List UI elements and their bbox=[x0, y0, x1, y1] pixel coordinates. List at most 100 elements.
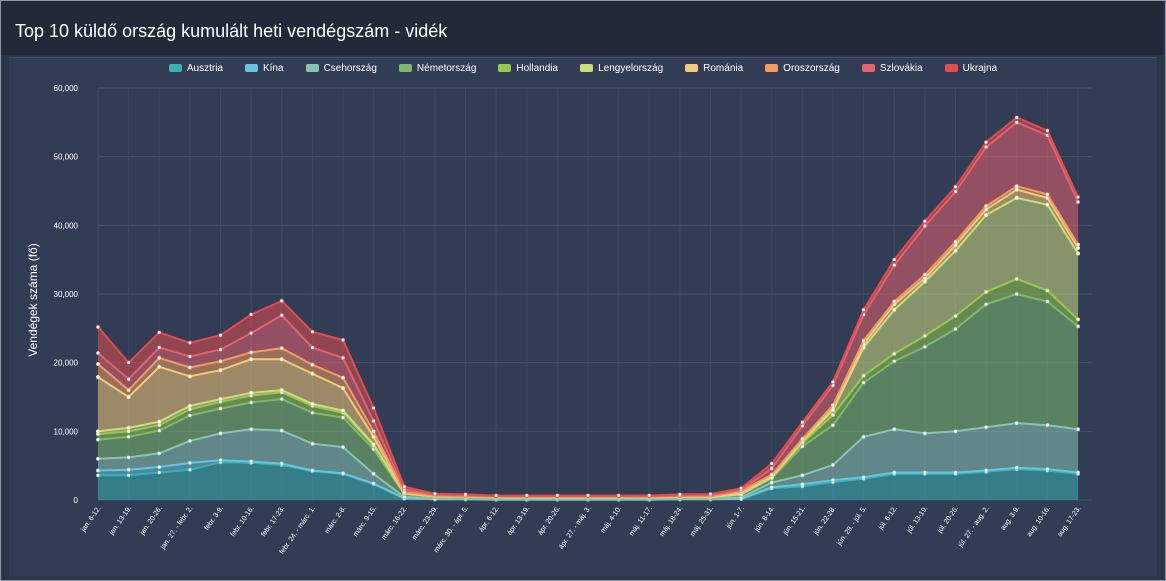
x-tick-label: máj. 25-31. bbox=[689, 505, 715, 538]
point-csehorszag bbox=[340, 445, 346, 450]
legend-swatch bbox=[168, 64, 182, 72]
point-romania bbox=[1075, 245, 1081, 251]
point-ukrajna bbox=[1014, 115, 1019, 120]
legend-item-nemetorszag[interactable]: Németország bbox=[398, 60, 476, 76]
point-szlovakia bbox=[371, 418, 376, 424]
point-csehorszag bbox=[830, 462, 836, 468]
legend-item-szlovakia[interactable]: Szlovákia bbox=[861, 60, 923, 76]
point-oroszorszag bbox=[187, 365, 192, 370]
legend-item-oroszorszag[interactable]: Oroszország bbox=[765, 60, 840, 76]
point-romania bbox=[310, 371, 315, 376]
x-tick-label: márc. 23-29. bbox=[411, 505, 439, 541]
point-csehorszag bbox=[310, 441, 315, 446]
point-ukrajna bbox=[95, 324, 101, 330]
legend-label: Csehország bbox=[323, 62, 377, 74]
point-kina bbox=[340, 471, 346, 476]
point-hollandia bbox=[126, 429, 131, 434]
point-kina bbox=[218, 458, 223, 463]
point-ukrajna bbox=[1075, 195, 1081, 200]
point-kina bbox=[371, 481, 376, 486]
x-tick-label: jún. 15-21. bbox=[782, 505, 807, 537]
point-hollandia bbox=[892, 351, 897, 356]
point-ukrajna bbox=[861, 307, 866, 312]
x-tick-label: febr. 3-9. bbox=[204, 505, 226, 532]
area-nemetorszag bbox=[98, 294, 1078, 499]
point-oroszorszag bbox=[157, 355, 162, 360]
point-csehorszag bbox=[157, 451, 162, 456]
point-szlovakia bbox=[922, 223, 927, 229]
legend-item-hollandia[interactable]: Hollandia bbox=[498, 60, 558, 76]
point-csehorszag bbox=[126, 455, 131, 460]
legend-item-kina[interactable]: Kína bbox=[244, 60, 284, 76]
area-lengyelorszag bbox=[98, 197, 1078, 498]
legend-item-romania[interactable]: Románia bbox=[685, 60, 743, 76]
point-kina bbox=[892, 470, 897, 475]
point-oroszorszag bbox=[800, 436, 805, 441]
point-ukrajna bbox=[218, 333, 223, 338]
legend-label: Oroszország bbox=[783, 62, 840, 74]
x-tick-label: jan. 6-12. bbox=[80, 505, 103, 534]
point-ukrajna bbox=[187, 340, 192, 345]
point-oroszorszag bbox=[340, 375, 346, 380]
point-kina bbox=[830, 477, 836, 483]
point-kina bbox=[769, 485, 774, 490]
point-hollandia bbox=[922, 333, 927, 338]
legend-item-ukrajna[interactable]: Ukrajna bbox=[944, 60, 997, 76]
point-oroszorszag bbox=[769, 472, 774, 477]
point-nemetorszag bbox=[830, 423, 836, 428]
point-csehorszag bbox=[769, 480, 774, 485]
y-tick-label: 0 bbox=[74, 496, 79, 505]
point-ukrajna bbox=[922, 219, 927, 224]
point-ukrajna bbox=[739, 486, 744, 491]
point-romania bbox=[218, 368, 223, 373]
x-tick-label: jún. 8-14. bbox=[753, 505, 776, 534]
point-ukrajna bbox=[340, 337, 346, 343]
x-tick-label: márc. 2-8. bbox=[324, 505, 348, 535]
legend-label: Lengyelország bbox=[598, 62, 664, 74]
point-nemetorszag bbox=[157, 428, 162, 433]
legend-swatch bbox=[685, 64, 699, 72]
x-tick-label: máj. 4-10. bbox=[600, 505, 624, 535]
x-tick-label: aug. 17-23. bbox=[1057, 505, 1083, 538]
point-nemetorszag bbox=[310, 410, 315, 415]
x-tick-label: febr. 17-23. bbox=[260, 505, 286, 538]
point-csehorszag bbox=[1014, 420, 1019, 426]
point-szlovakia bbox=[187, 354, 192, 359]
legend-item-ausztria[interactable]: Ausztria bbox=[168, 60, 223, 76]
point-ukrajna bbox=[371, 405, 376, 411]
point-szlovakia bbox=[953, 189, 958, 194]
point-kina bbox=[157, 464, 162, 470]
x-tick-label: jan. 13-19. bbox=[108, 505, 133, 537]
point-lengyelorszag bbox=[1075, 251, 1081, 256]
legend-swatch bbox=[580, 64, 594, 72]
point-szlovakia bbox=[310, 345, 315, 350]
legend-item-lengyelorszag[interactable]: Lengyelország bbox=[580, 60, 663, 76]
x-tick-label: ápr. 13-19. bbox=[506, 505, 531, 536]
point-szlovakia bbox=[340, 355, 346, 360]
legend-swatch bbox=[305, 64, 319, 72]
point-ukrajna bbox=[432, 491, 437, 496]
point-oroszorszag bbox=[310, 362, 315, 367]
point-nemetorszag bbox=[1075, 324, 1081, 329]
y-tick-label: 60,000 bbox=[54, 84, 79, 93]
point-nemetorszag bbox=[984, 302, 989, 307]
point-hollandia bbox=[1045, 288, 1050, 293]
point-oroszorszag bbox=[1014, 184, 1019, 189]
area-hollandia bbox=[98, 278, 1078, 499]
point-lengyelorszag bbox=[1045, 202, 1050, 207]
x-tick-label: máj. 18-24. bbox=[659, 505, 685, 538]
legend-item-csehorszag[interactable]: Csehország bbox=[305, 60, 377, 76]
legend-swatch bbox=[765, 64, 779, 72]
legend-swatch bbox=[398, 64, 412, 72]
point-ukrajna bbox=[524, 493, 529, 498]
point-lengyelorszag bbox=[371, 442, 376, 447]
point-hollandia bbox=[1014, 276, 1019, 281]
point-lengyelorszag bbox=[1014, 195, 1019, 200]
point-ukrajna bbox=[800, 420, 805, 425]
point-romania bbox=[157, 364, 162, 369]
y-tick-label: 20,000 bbox=[54, 359, 79, 368]
y-tick-label: 10,000 bbox=[54, 427, 79, 436]
point-oroszorszag bbox=[1045, 192, 1050, 197]
point-hollandia bbox=[157, 423, 162, 428]
point-ukrajna bbox=[677, 492, 682, 497]
